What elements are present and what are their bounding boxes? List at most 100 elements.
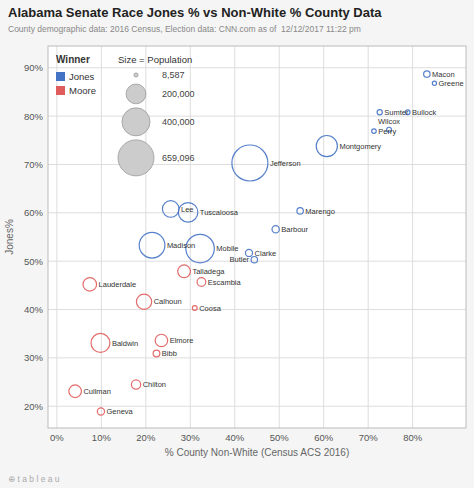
grid-line-y (48, 309, 466, 310)
point-label: Butler (230, 255, 250, 264)
y-tick-label: 80% (24, 111, 44, 122)
bubble (131, 380, 140, 389)
y-tick-label: 30% (24, 352, 44, 363)
grid-line-x (412, 46, 413, 428)
size-legend-label: 400,000 (162, 117, 195, 127)
size-legend-label: 8,587 (162, 70, 185, 80)
legend-swatch (56, 72, 65, 81)
x-tick-label: 20% (136, 432, 156, 443)
grid-line-x (56, 46, 57, 428)
grid-line-x (101, 46, 102, 428)
size-legend-label: 659,096 (162, 153, 195, 163)
legend-label: Jones (69, 71, 95, 82)
point-label: Clarke (255, 249, 277, 258)
point-label: Marengo (305, 207, 335, 216)
point-label: Tuscaloosa (200, 208, 239, 217)
point-label: Jefferson (270, 159, 301, 168)
bubble (232, 145, 268, 181)
point-labels: MaconGreeneSumterBullockPerryWilcoxJeffe… (83, 70, 463, 417)
grid-line-x (368, 46, 369, 428)
point-label: Geneva (107, 407, 134, 416)
x-tick-label: 30% (181, 432, 201, 443)
title: Alabama Senate Race Jones % vs Non-White… (8, 5, 382, 20)
bubble (316, 135, 337, 156)
bubble (97, 408, 104, 415)
bubble (83, 278, 97, 292)
legend-title: Winner (56, 54, 90, 65)
bubble (197, 278, 206, 287)
grid-line-x (323, 46, 324, 428)
x-tick-label: 70% (359, 432, 379, 443)
point-label: Lauderdale (99, 280, 137, 289)
y-axis-label: Jones% (4, 219, 15, 255)
point-label: Baldwin (112, 339, 138, 348)
grid-line-x (279, 46, 280, 428)
point-label: Elmore (170, 336, 194, 345)
grid-line-x (145, 46, 146, 428)
bubble (272, 226, 279, 233)
point-label: Montgomery (339, 142, 381, 151)
x-tick-label: 80% (403, 432, 423, 443)
x-tick-label: 60% (314, 432, 334, 443)
point-label: Perry (378, 127, 396, 136)
bubble (91, 333, 110, 352)
bubble (155, 334, 167, 346)
grid-line-y (48, 212, 466, 213)
point-label: Macon (432, 70, 455, 79)
y-tick-label: 60% (24, 207, 44, 218)
bubble (69, 385, 82, 398)
bubble (153, 350, 160, 357)
size-legend-circle (134, 73, 138, 77)
point-label: Chilton (143, 380, 166, 389)
legend-label: Moore (69, 85, 96, 96)
legend-swatch (56, 86, 65, 95)
y-tick-label: 20% (24, 401, 44, 412)
bubble (178, 265, 191, 278)
grid-line-x (234, 46, 235, 428)
size-legend-circle (122, 108, 150, 136)
grid-line-y (48, 67, 466, 68)
point-label: Barbour (281, 225, 308, 234)
bubble (372, 129, 377, 134)
chart: Alabama Senate Race Jones % vs Non-White… (0, 0, 474, 488)
x-tick-label: 10% (92, 432, 112, 443)
grid-line-x (190, 46, 191, 428)
x-tick-label: 50% (270, 432, 290, 443)
point-label: Bullock (412, 108, 436, 117)
plot-frame (48, 46, 466, 428)
point-label: Escambia (208, 278, 242, 287)
subtitle: County demographic data: 2016 Census, El… (8, 24, 361, 34)
footnote: ⊕ t a b l e a u (8, 474, 60, 484)
point-label: Greene (439, 79, 464, 88)
bubble (136, 294, 151, 309)
point-label: Mobile (216, 244, 238, 253)
plot-area (48, 46, 466, 428)
x-tick-label: 0% (50, 432, 64, 443)
grid-line-y (48, 164, 466, 165)
bubble (178, 203, 198, 223)
data (69, 71, 437, 415)
point-label: Bibb (162, 349, 177, 358)
bubble (192, 306, 197, 311)
grid (48, 46, 466, 428)
x-axis-label: % County Non-White (Census ACS 2016) (165, 447, 350, 458)
y-tick-label: 40% (24, 304, 44, 315)
point-label: Coosa (199, 304, 222, 313)
point-label: Sumter (384, 108, 409, 117)
legend: Winner Jones Moore Size = Population 8,587 20… (56, 54, 195, 176)
y-tick-label: 70% (24, 159, 44, 170)
y-tick-label: 50% (24, 256, 44, 267)
y-tick-label: 90% (24, 62, 44, 73)
size-legend-circle (126, 84, 146, 104)
point-label: Madison (167, 241, 195, 250)
bubble (424, 71, 430, 77)
bubble (377, 110, 382, 115)
point-label: Calhoun (154, 297, 182, 306)
grid-line-y (48, 357, 466, 358)
size-legend-title: Size = Population (118, 54, 192, 65)
bubble (162, 201, 179, 218)
point-label: Talladega (192, 267, 225, 276)
size-legend-label: 200,000 (162, 89, 195, 99)
size-legend-circle (118, 140, 154, 176)
bubble (139, 232, 165, 258)
